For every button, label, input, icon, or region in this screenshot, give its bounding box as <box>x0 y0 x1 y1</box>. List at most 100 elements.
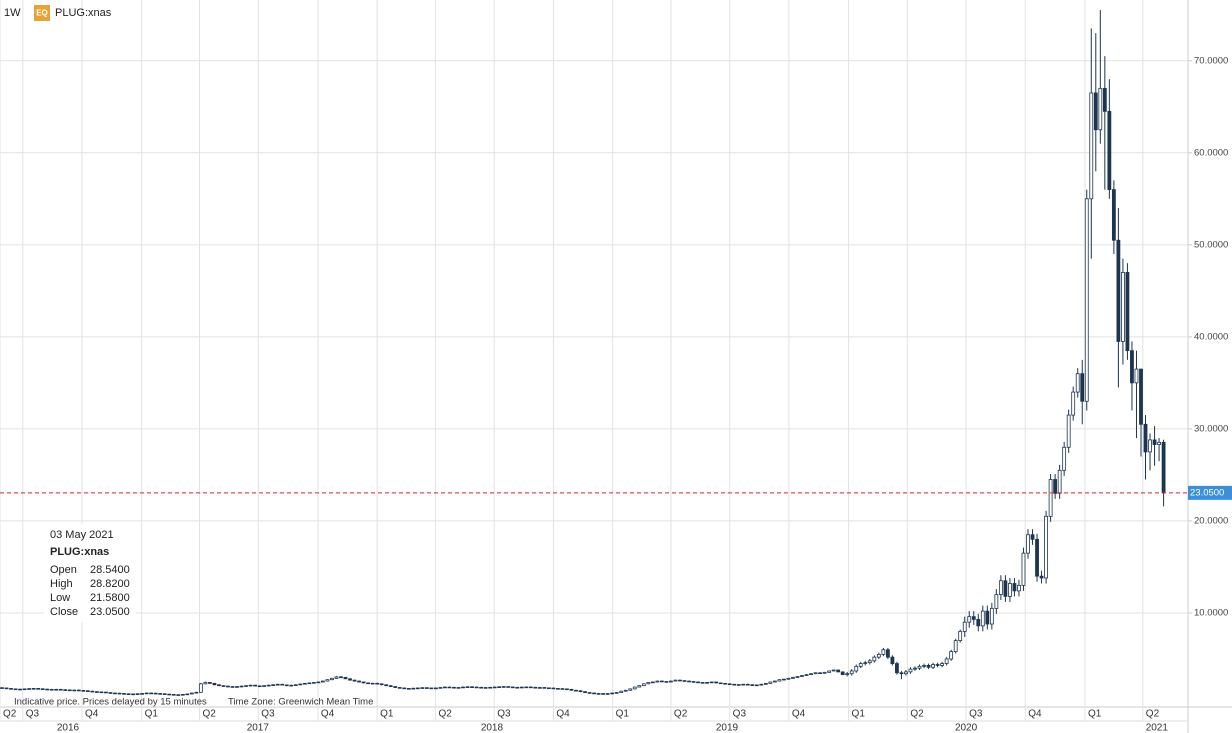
candle-body <box>1157 441 1161 445</box>
candle-body <box>122 693 126 695</box>
overlay: 1W EQ PLUG:xnas 03 May 2021 PLUG:xnas In… <box>0 5 1232 708</box>
candle-body <box>140 693 145 695</box>
candle-body <box>1125 272 1130 352</box>
candle-body <box>31 688 36 690</box>
candle-body <box>248 684 253 687</box>
x-tick-label: Q3 <box>26 709 40 720</box>
tooltip-value: 23.0500 <box>90 606 130 618</box>
candle-body <box>185 693 190 696</box>
candle-body <box>931 664 935 668</box>
candle-body <box>1062 446 1067 471</box>
x-tick-label: Q3 <box>261 709 275 720</box>
candle-body <box>524 686 529 689</box>
candle-body <box>709 681 714 684</box>
year-label: 2016 <box>57 723 80 733</box>
candle-body <box>904 671 908 675</box>
candle-body <box>899 672 904 675</box>
candle-body <box>782 678 786 681</box>
candle-body <box>519 686 524 689</box>
candle-body <box>104 691 108 694</box>
candle-body <box>483 687 488 689</box>
candle-body <box>510 686 515 689</box>
year-label: 2018 <box>481 723 504 733</box>
tooltip-label: Close <box>50 606 78 618</box>
candle-body <box>298 683 303 686</box>
candle-body <box>171 694 176 696</box>
candle-body <box>976 619 981 627</box>
last-price-bg <box>1188 485 1232 500</box>
candles <box>0 10 1166 696</box>
x-tick-label: Q2 <box>1146 709 1160 720</box>
candle-body <box>867 660 872 664</box>
candle-body <box>13 688 18 691</box>
candle-body <box>49 688 54 691</box>
candle-body <box>962 621 967 632</box>
symbol[interactable]: PLUG:xnas <box>55 7 112 19</box>
candle-body <box>67 689 72 692</box>
candle-body <box>18 688 22 691</box>
candle-body <box>253 684 258 687</box>
candle-body <box>470 686 474 688</box>
candle-body <box>1152 439 1157 445</box>
candle-body <box>379 683 384 686</box>
candle-body <box>1003 580 1008 597</box>
candle-body <box>1057 469 1062 494</box>
candle-body <box>0 687 4 689</box>
candle-body <box>226 685 230 688</box>
candle-body <box>809 673 813 676</box>
candle-body <box>985 610 990 625</box>
candle-body <box>895 663 899 674</box>
candle-body <box>1107 110 1112 190</box>
candle-body <box>257 685 262 688</box>
candle-body <box>361 681 366 684</box>
candle-body <box>393 686 398 688</box>
candle-body <box>415 687 420 690</box>
candle-body <box>266 684 271 687</box>
candle-body <box>316 681 321 684</box>
candle-body <box>284 684 289 687</box>
candle-body <box>827 670 832 673</box>
year-label: 2020 <box>955 723 978 733</box>
candle-body <box>95 691 99 693</box>
candle-body <box>1008 583 1012 597</box>
candle-body <box>388 685 393 687</box>
candle-body <box>854 665 859 672</box>
candle-body <box>162 693 167 695</box>
candle-body <box>881 649 886 655</box>
candle-body <box>1148 439 1152 453</box>
candle-body <box>239 685 244 688</box>
candle-body <box>429 687 434 690</box>
tooltip-date: 03 May 2021 <box>50 529 114 541</box>
candle-body <box>795 676 800 678</box>
candle-body <box>646 682 651 685</box>
candle-body <box>669 680 673 683</box>
candle-body <box>348 678 352 681</box>
candle-body <box>714 681 719 684</box>
interval[interactable]: 1W <box>4 7 21 19</box>
candle-body <box>872 656 877 662</box>
candle-body <box>176 694 181 696</box>
candle-body <box>791 676 795 679</box>
tooltip-value: 28.8200 <box>90 578 130 590</box>
candle-body <box>926 665 931 668</box>
candle-body <box>302 682 307 685</box>
candle-body <box>275 683 280 686</box>
candle-body <box>1084 198 1089 402</box>
candle-body <box>289 684 294 687</box>
candle-body <box>885 649 890 658</box>
x-tick-label: Q4 <box>1028 709 1042 720</box>
x-tick-label: Q4 <box>556 709 570 720</box>
candle-body <box>411 687 416 690</box>
candle-body <box>940 663 945 666</box>
candle-body <box>4 687 9 690</box>
candle-body <box>619 690 624 693</box>
candle-body <box>678 679 682 682</box>
x-tick-label: Q2 <box>3 709 17 720</box>
candle-body <box>506 686 511 688</box>
candle-body <box>840 671 845 676</box>
candle-body <box>384 684 389 687</box>
candle-body <box>474 686 479 689</box>
candle-body <box>994 594 999 609</box>
candle-body <box>687 680 691 683</box>
